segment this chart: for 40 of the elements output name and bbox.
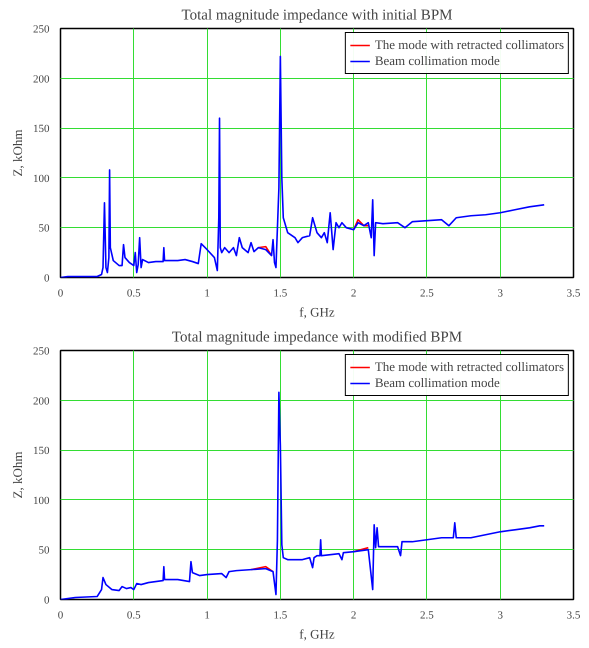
chart-title: Total magnitude impedance with modified BPM (172, 330, 462, 346)
y-tick-label: 50 (38, 222, 50, 235)
x-tick-label: 2.5 (420, 610, 434, 622)
y-axis-title: Z, kOhm (10, 130, 25, 176)
x-tick-label: 0.5 (126, 288, 142, 300)
x-tick-label: 3 (497, 288, 504, 300)
x-tick-label: 2.5 (420, 288, 434, 300)
legend-label: Beam collimation mode (374, 53, 500, 69)
x-tick-label: 0 (58, 288, 64, 300)
y-tick-label: 100 (33, 172, 50, 185)
x-tick-label: 3.5 (566, 288, 581, 300)
y-tick-label: 250 (33, 346, 50, 358)
x-axis-title: f, GHz (299, 626, 335, 642)
y-tick-label: 150 (33, 123, 50, 136)
legend-label: The mode with retracted collimators (374, 359, 564, 375)
x-tick-label: 3.5 (566, 610, 581, 622)
y-tick-label: 0 (44, 594, 50, 606)
x-tick-label: 2 (350, 288, 356, 300)
x-tick-label: 1.5 (273, 610, 288, 622)
x-tick-label: 1 (204, 610, 210, 622)
y-axis-title: Z, kOhm (10, 452, 25, 498)
x-tick-label: 3 (497, 610, 504, 622)
x-tick-label: 1.5 (273, 288, 288, 300)
x-tick-label: 1 (204, 288, 210, 300)
line-series (60, 392, 545, 600)
y-tick-label: 250 (33, 24, 50, 36)
y-tick-label: 200 (33, 73, 50, 86)
x-tick-label: 0.5 (126, 610, 142, 622)
line-series (60, 56, 545, 278)
chart-title: Total magnitude impedance with initial BPM (182, 8, 453, 24)
x-axis-title: f, GHz (299, 304, 335, 320)
y-tick-label: 0 (44, 272, 50, 284)
x-tick-label: 0 (58, 610, 64, 622)
y-tick-label: 50 (38, 544, 50, 557)
y-tick-label: 100 (33, 494, 50, 507)
legend-label: Beam collimation mode (374, 375, 500, 391)
x-tick-label: 2 (350, 610, 356, 622)
y-tick-label: 150 (33, 445, 50, 458)
y-tick-label: 200 (33, 395, 50, 408)
legend-label: The mode with retracted collimators (374, 37, 564, 53)
